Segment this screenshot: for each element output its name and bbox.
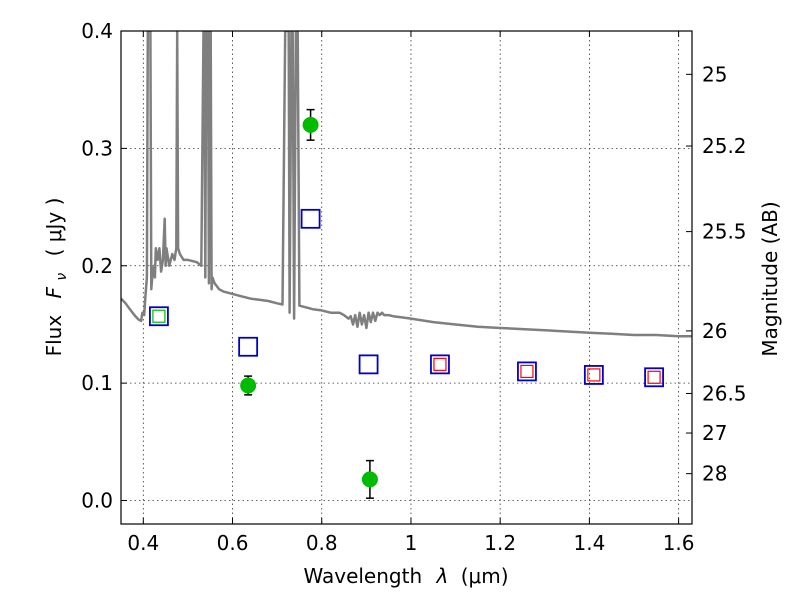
sed-model-line xyxy=(121,31,692,338)
model-photometry-square xyxy=(358,354,379,375)
y-tick-label: 0.0 xyxy=(81,489,113,513)
y2-tick-label: 28 xyxy=(702,462,727,486)
y-tick-label: 0.4 xyxy=(81,19,113,43)
observed-photometry-point xyxy=(240,377,257,394)
observed-photometry-point xyxy=(361,471,378,488)
model-photometry-square xyxy=(300,208,321,229)
photometry-square-small xyxy=(152,309,166,323)
x-tick-label: 0.4 xyxy=(127,531,159,555)
x-axis-title: Wavelength λ (μm) xyxy=(303,564,508,588)
x-tick-label: 0.6 xyxy=(217,531,249,555)
photometry-square-small xyxy=(520,364,534,379)
plot-frame xyxy=(120,30,693,525)
y-tick-label: 0.2 xyxy=(81,254,113,278)
model-photometry-square xyxy=(644,367,664,388)
y2-tick-label: 26 xyxy=(702,319,727,343)
plot-area xyxy=(121,31,692,499)
x-tick-label: 1.6 xyxy=(663,531,695,555)
model-photometry-square xyxy=(238,336,259,357)
photometry-square-small xyxy=(587,368,601,382)
y-tick-label: 0.3 xyxy=(81,136,113,160)
model-photometry-square xyxy=(517,361,537,382)
tick-layer: 0.4 0.6 0.8 1 1.2 1.4 1.6 0.0 0.1 0.2 0.3 0.4 25 25.2… xyxy=(81,19,746,555)
y2-tick-label: 25.5 xyxy=(702,220,747,244)
y2-tick-label: 25.2 xyxy=(702,134,747,158)
y-axis-title: Flux F ν ( μJy ) xyxy=(42,198,71,357)
x-tick-label: 0.8 xyxy=(306,531,338,555)
observed-photometry-point xyxy=(302,116,319,133)
model-photometry-square xyxy=(583,365,604,385)
y2-axis-title: Magnitude (AB) xyxy=(758,201,782,356)
y-tick-label: 0.1 xyxy=(81,371,113,395)
y2-tick-label: 25 xyxy=(702,62,727,86)
model-photometry-square xyxy=(430,354,450,375)
photometry-square-small xyxy=(433,357,447,371)
x-tick-label: 1.2 xyxy=(484,531,516,555)
x-tick-label: 1.4 xyxy=(573,531,605,555)
y2-tick-label: 26.5 xyxy=(702,381,747,405)
model-photometry-square xyxy=(149,306,169,327)
y2-tick-label: 27 xyxy=(702,421,727,445)
x-tick-label: 1 xyxy=(405,531,418,555)
photometry-square-small xyxy=(647,370,661,384)
